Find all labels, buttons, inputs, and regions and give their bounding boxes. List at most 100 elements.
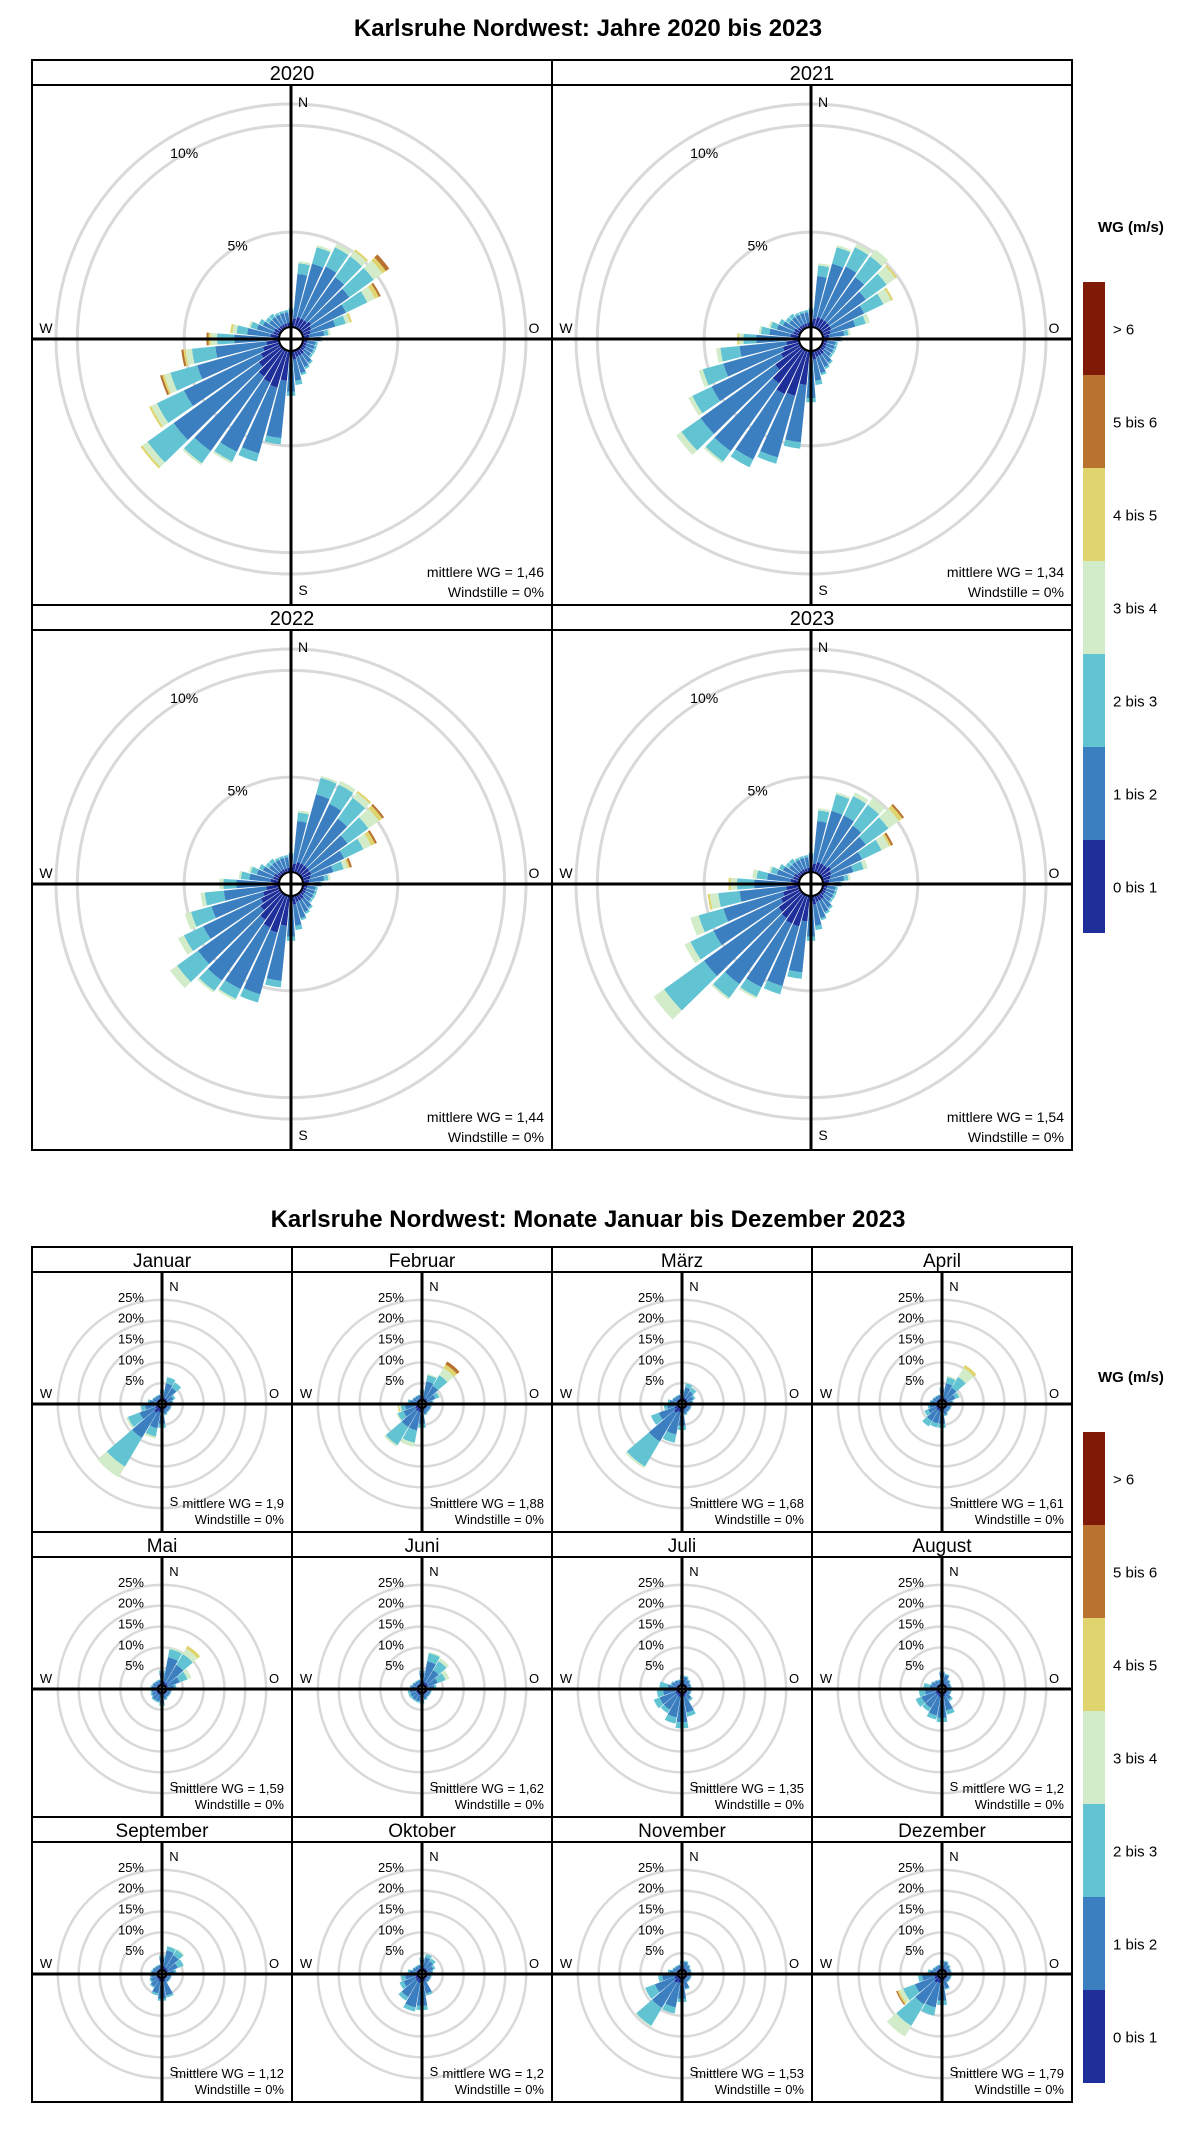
mean-wind-speed: mittlere WG = 1,53 — [695, 2066, 804, 2081]
wedge-300-class-1 — [671, 1681, 678, 1687]
panel-title: August — [912, 1536, 972, 1557]
wedge-300-class-1 — [932, 1397, 938, 1403]
wedge-40-class-1 — [425, 1385, 439, 1400]
wedge-20-class-0 — [294, 862, 301, 874]
wedge-300-class-1 — [412, 1682, 418, 1688]
wedge-320-class-2 — [154, 1395, 158, 1399]
wedge-220-class-0 — [260, 892, 285, 920]
wedge-320-class-2 — [934, 1395, 938, 1399]
wedge-320-class-2 — [269, 858, 276, 865]
wedge-220-class-0 — [674, 1976, 680, 1983]
wedge-140-class-1 — [424, 1977, 429, 1982]
wedge-250-class-1 — [723, 891, 785, 922]
panel-title: Juni — [405, 1536, 440, 1557]
radial-tick-25: 25% — [638, 1290, 664, 1305]
wedge-20-class-2 — [165, 1377, 176, 1386]
wedge-320-class-2 — [934, 1965, 938, 1969]
radial-tick-15: 15% — [378, 1902, 404, 1917]
wedge-60-class-4 — [882, 833, 892, 847]
radial-tick-5: 5% — [645, 1658, 664, 1673]
wedge-260-class-3 — [716, 347, 723, 363]
wedge-210-class-1 — [220, 378, 271, 452]
wedge-190-class-2 — [264, 435, 282, 445]
wedge-230-class-2 — [177, 950, 210, 983]
wedge-340-class-1 — [677, 1965, 681, 1970]
wedge-20-class-0 — [814, 317, 821, 329]
wedge-290-class-2 — [770, 321, 779, 330]
radial-tick-5: 5% — [125, 1658, 144, 1673]
wedge-260-class-1 — [215, 341, 267, 358]
wedge-330-class-1 — [795, 859, 804, 871]
legend-swatch — [1083, 654, 1105, 747]
wedge-60-class-3 — [436, 1391, 441, 1398]
wedge-220-class-2 — [411, 1697, 416, 1702]
wedge-80-class-2 — [323, 874, 329, 881]
legend-swatch — [1083, 1711, 1105, 1804]
wind-rose-panel-april: April N O S W 5% 10% 15% 20% 25% mittlere WG = 1,6… — [811, 1246, 1073, 1533]
dir-label-w: W — [560, 1956, 573, 1971]
legend-2: WG (m/s) > 6 5 bis 6 4 bis 5 3 bis 4 2 bis 3 1… — [1083, 1369, 1164, 2083]
wedge-260-class-1 — [662, 1974, 676, 1981]
wedge-160-class-1 — [163, 1980, 173, 1996]
wedge-50-class-4 — [371, 257, 386, 274]
wedge-230-class-0 — [778, 890, 803, 912]
wedge-140-class-1 — [424, 1407, 429, 1412]
wedge-40-class-1 — [945, 1387, 957, 1400]
wedge-50-class-4 — [368, 805, 383, 822]
wedge-70-class-0 — [301, 875, 311, 881]
wedge-160-class-2 — [684, 1986, 690, 1990]
wedge-260-class-2 — [140, 1404, 147, 1411]
wedge-70-class-0 — [821, 330, 831, 336]
radial-tick-5: 5% — [385, 1943, 404, 1958]
wedge-150-class-2 — [304, 364, 310, 370]
wedge-70-class-2 — [331, 861, 344, 873]
wedge-260-class-0 — [266, 885, 280, 891]
dir-label-n: N — [169, 1564, 178, 1579]
wedge-170-class-2 — [295, 379, 303, 385]
wedge-220-class-0 — [154, 1406, 160, 1413]
wedge-160-class-0 — [294, 894, 299, 902]
wedge-300-class-1 — [672, 1967, 678, 1973]
wedge-70-class-1 — [829, 865, 854, 879]
wedge-200-class-1 — [665, 1981, 681, 2008]
wedge-170-class-2 — [815, 379, 823, 385]
mean-wind-speed: mittlere WG = 1,68 — [695, 1496, 804, 1511]
wedge-290-class-2 — [250, 321, 259, 330]
wedge-20-class-2 — [684, 1675, 689, 1679]
wedge-220-class-3 — [384, 1435, 398, 1447]
radial-tick-5: 5% — [645, 1943, 664, 1958]
wedge-280-class-0 — [270, 333, 280, 338]
wedge-220-class-2 — [106, 1429, 142, 1467]
wind-rose-panel-2021: 2021 N O S W 5% 10% mittlere WG = 1,34 Windstill… — [551, 59, 1073, 606]
wedge-200-class-2 — [757, 451, 778, 464]
wedge-300-class-2 — [932, 1967, 935, 1971]
wedge-40-class-2 — [173, 1949, 184, 1960]
wedge-40-class-2 — [337, 797, 366, 827]
dir-label-n: N — [429, 1564, 438, 1579]
wedge-340-class-1 — [417, 1395, 421, 1400]
wedge-200-class-1 — [415, 1694, 421, 1702]
wedge-20-class-1 — [817, 263, 844, 319]
wedge-300-class-2 — [152, 1682, 155, 1686]
wedge-240-class-3 — [899, 1988, 910, 2003]
wedge-300-class-0 — [794, 328, 802, 334]
radial-tick-10: 10% — [118, 1922, 144, 1937]
wedge-240-class-3 — [151, 403, 169, 427]
wedge-170-class-0 — [812, 350, 817, 360]
wedge-120-class-2 — [311, 894, 316, 900]
wedge-80-class-2 — [843, 329, 849, 336]
wedge-300-class-2 — [672, 1967, 675, 1971]
dir-label-w: W — [820, 1386, 833, 1401]
wedge-40-class-4 — [963, 1365, 977, 1377]
wedge-220-class-1 — [714, 378, 780, 452]
wedge-240-class-3 — [396, 1413, 402, 1422]
wedge-50-class-3 — [359, 808, 379, 829]
wedge-40-class-1 — [165, 1955, 179, 1970]
calm-share: Windstille = 0% — [715, 2082, 805, 2097]
wedge-130-class-1 — [302, 348, 312, 357]
wedge-160-class-1 — [943, 1979, 950, 1989]
wedge-320-class-1 — [674, 1680, 680, 1686]
wedge-280-class-1 — [249, 873, 272, 882]
wind-rose-panel-august: August N O S W 5% 10% 15% 20% 25% mittlere WG = 1,… — [811, 1531, 1073, 1818]
wedge-220-class-1 — [915, 1980, 937, 2005]
